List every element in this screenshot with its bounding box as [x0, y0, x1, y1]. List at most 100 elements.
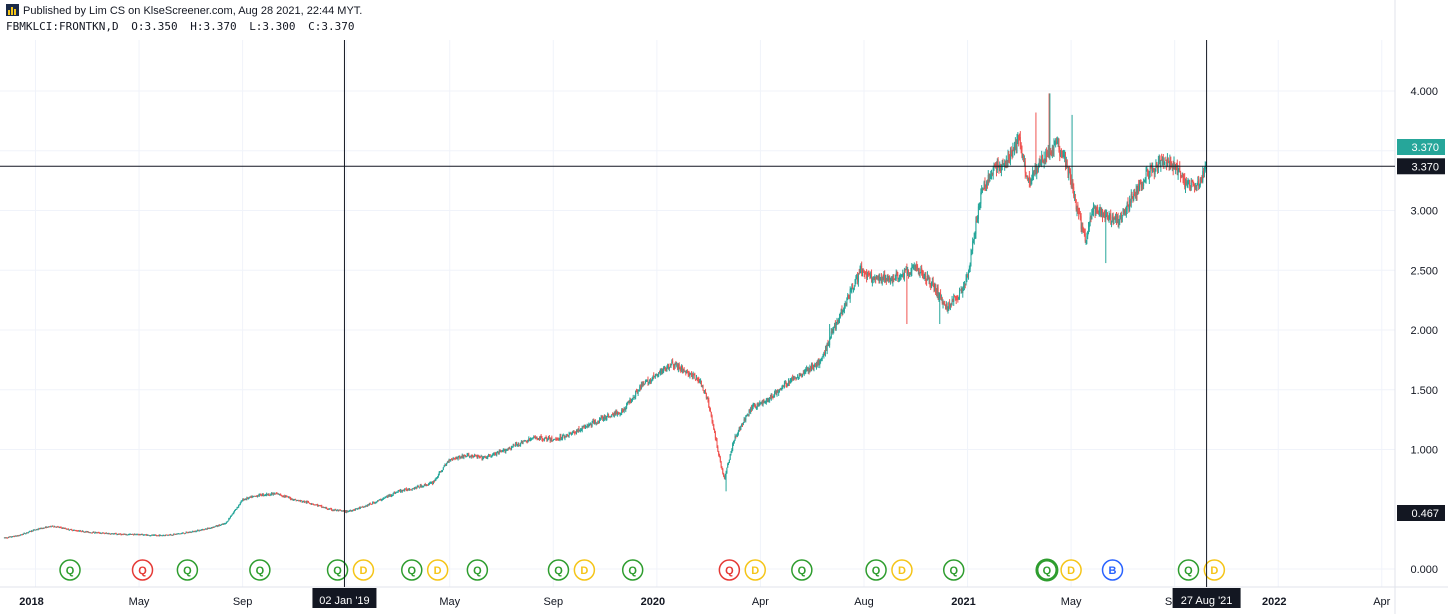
candle-body [709, 408, 711, 412]
candle-body [1105, 214, 1107, 220]
candle-body [41, 528, 43, 530]
candle-body [778, 392, 780, 394]
candle-body [770, 395, 772, 400]
candle-body [49, 526, 51, 528]
candle-body [940, 293, 942, 298]
quarter-report-marker[interactable]: Q [718, 559, 741, 581]
quarter-report-marker[interactable]: Q [326, 559, 349, 581]
candle-body [808, 368, 810, 372]
candle-body [548, 437, 550, 439]
marker-letter: D [434, 565, 442, 577]
candle-body [307, 501, 309, 503]
candle-body [714, 432, 716, 439]
candle-body [293, 499, 295, 501]
quarter-report-marker[interactable]: Q [249, 559, 271, 581]
candle-body [575, 432, 577, 434]
candle-body [463, 455, 465, 459]
high-value: H:3.370 [190, 20, 237, 33]
candle-body [362, 506, 364, 508]
candle-body [1175, 164, 1177, 170]
quarter-report-marker[interactable]: Q [1177, 559, 1200, 581]
candle-body [951, 300, 953, 305]
candle-body [228, 518, 230, 521]
candle-body [114, 533, 116, 535]
dividend-marker[interactable]: D [891, 559, 913, 581]
candle-body [109, 533, 111, 535]
candle-body [940, 297, 942, 299]
candle-body [1203, 171, 1205, 175]
candle-body [325, 507, 327, 509]
candle-body [1181, 176, 1183, 178]
candle-body [251, 496, 253, 498]
dividend-marker[interactable]: D [1060, 559, 1082, 581]
candle-body [674, 363, 676, 367]
quarter-report-marker[interactable]: Q [176, 559, 199, 581]
candle-body [1055, 141, 1057, 144]
dividend-marker[interactable]: D [352, 559, 375, 581]
candle-body [271, 492, 273, 495]
candle-body [1190, 182, 1192, 188]
quarter-report-marker[interactable]: Q [401, 559, 423, 581]
candle-body [249, 496, 251, 498]
quarter-report-marker[interactable]: Q [59, 559, 81, 581]
candle-body [425, 484, 427, 486]
quarter-report-marker[interactable]: Q [621, 559, 644, 581]
quarter-report-marker[interactable]: Q [791, 559, 813, 581]
candle-body [1124, 211, 1126, 213]
candle-body [322, 506, 324, 508]
candle-body [387, 495, 389, 497]
candle-body [235, 508, 237, 510]
quarter-report-marker[interactable]: Q [865, 559, 887, 581]
candle-body [483, 456, 485, 458]
candle-body [873, 277, 875, 279]
candle-body [35, 529, 37, 531]
candle-body [502, 451, 504, 453]
dividend-marker[interactable]: D [573, 559, 596, 581]
candle-body [181, 533, 183, 535]
candle-body [785, 383, 787, 387]
candle-body [75, 530, 77, 532]
candle-body [1065, 161, 1067, 168]
quarter-report-marker[interactable]: Q [131, 559, 154, 581]
candle-body [634, 396, 636, 398]
candle-body [558, 439, 560, 441]
candle-body [165, 534, 167, 536]
low-price-label-bg [1397, 505, 1445, 521]
bonus-marker[interactable]: B [1101, 559, 1124, 581]
candle-body [680, 368, 682, 370]
y-tick-label: 1.000 [1410, 445, 1438, 457]
candle-body [1025, 173, 1027, 176]
candle-body [331, 510, 333, 512]
candle-body [686, 371, 688, 374]
candle-body [875, 275, 877, 278]
candle-body [623, 408, 625, 412]
candle-body [3, 537, 5, 539]
dividend-marker[interactable]: D [744, 559, 766, 581]
quarter-report-marker[interactable]: Q [547, 559, 570, 581]
candle-body [1157, 162, 1159, 169]
y-tick-label: 1.500 [1410, 385, 1438, 397]
candle-body [829, 337, 831, 346]
candle-body [1150, 167, 1152, 169]
candle-body [969, 263, 971, 269]
quarter-report-marker[interactable]: Q [466, 559, 489, 581]
quarter-report-marker[interactable]: Q [1035, 558, 1059, 582]
candle-body [263, 495, 265, 497]
dividend-marker[interactable]: D [1203, 559, 1226, 581]
candle-body [640, 383, 642, 389]
candle-body [1012, 148, 1014, 157]
marker-circle [352, 559, 375, 581]
candle-body [638, 390, 640, 392]
candle-body [345, 510, 347, 513]
candle-body [517, 443, 519, 445]
quarter-report-marker[interactable]: Q [942, 559, 965, 581]
candle-body [817, 361, 819, 365]
candle-body [773, 396, 775, 398]
candle-body [1049, 152, 1051, 158]
dividend-marker[interactable]: D [426, 559, 449, 581]
candle-body [521, 441, 523, 444]
candle-body [796, 377, 798, 380]
candle-body [72, 529, 74, 531]
candle-body [208, 528, 210, 530]
